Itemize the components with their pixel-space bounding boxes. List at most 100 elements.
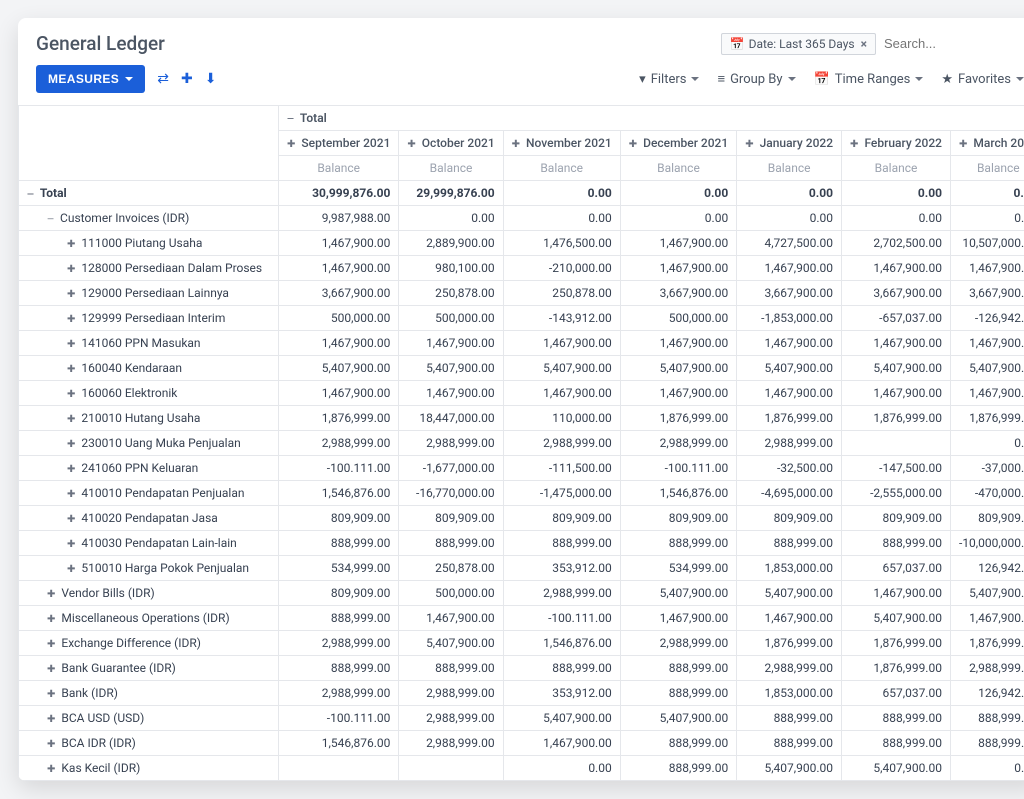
date-filter-chip[interactable]: 📅 Date: Last 365 Days × [721, 33, 876, 55]
account-row[interactable]: 141060 PPN Masukan [19, 331, 279, 356]
cell: 0.00 [503, 756, 620, 781]
cell: 3,667,900.00 [950, 281, 1024, 306]
cell: 1,467,900.00 [620, 331, 736, 356]
cell: 534,999.00 [279, 556, 399, 581]
timeranges-button[interactable]: 📅 Time Ranges [814, 72, 924, 87]
account-row[interactable]: 410020 Pendapatan Jasa [19, 506, 279, 531]
month-header[interactable]: October 2021 [399, 131, 503, 156]
row-total[interactable]: Total [19, 181, 279, 206]
cell: 809,909.00 [950, 506, 1024, 531]
balance-subheader: Balance [737, 156, 842, 181]
cell: 2,988,999.00 [399, 706, 503, 731]
account-row[interactable]: 230010 Uang Muka Penjualan [19, 431, 279, 456]
group-row[interactable]: Bank (IDR) [19, 681, 279, 706]
cell: 1,853,000.00 [737, 681, 842, 706]
account-row[interactable]: 129999 Persediaan Interim [19, 306, 279, 331]
account-row[interactable]: 160060 Elektronik [19, 381, 279, 406]
cell: 3,667,900.00 [279, 281, 399, 306]
chevron-down-icon [125, 77, 133, 81]
account-row[interactable]: 241060 PPN Keluaran [19, 456, 279, 481]
toolbar: MEASURES ⇄ ✚ ⬇ ▾ Filters ≡ Group By 📅 Ti… [18, 61, 1024, 105]
expand-icon[interactable]: ✚ [181, 71, 193, 87]
cell: 2,988,999.00 [399, 731, 503, 756]
list-icon: ≡ [717, 71, 725, 87]
account-row[interactable]: 129000 Persediaan Lainnya [19, 281, 279, 306]
cell: 1,467,900.00 [620, 606, 736, 631]
group-row[interactable]: Bank Guarantee (IDR) [19, 656, 279, 681]
swap-icon[interactable]: ⇄ [157, 71, 169, 87]
measures-button[interactable]: MEASURES [36, 65, 145, 93]
cell: 5,407,900.00 [399, 631, 503, 656]
measures-label: MEASURES [48, 72, 119, 86]
col-total-header[interactable]: Total [279, 106, 1024, 131]
groupby-button[interactable]: ≡ Group By [717, 71, 795, 87]
download-icon[interactable]: ⬇ [205, 71, 217, 87]
close-icon[interactable]: × [861, 37, 867, 51]
cell: 888,999.00 [399, 656, 503, 681]
month-header[interactable]: December 2021 [620, 131, 736, 156]
cell: 888,999.00 [620, 531, 736, 556]
account-row[interactable]: 510010 Harga Pokok Penjualan [19, 556, 279, 581]
cell: 809,909.00 [279, 506, 399, 531]
filters-button[interactable]: ▾ Filters [639, 72, 699, 87]
cell: 1,467,900.00 [950, 606, 1024, 631]
month-header[interactable]: January 2022 [737, 131, 842, 156]
group-row[interactable]: Exchange Difference (IDR) [19, 631, 279, 656]
cell: -126,942.00 [950, 306, 1024, 331]
calendar-icon: 📅 [730, 37, 745, 51]
cell: 888,999.00 [842, 731, 951, 756]
cell: 3,667,900.00 [842, 281, 951, 306]
group-row[interactable]: Miscellaneous Operations (IDR) [19, 606, 279, 631]
cell: 2,988,999.00 [279, 681, 399, 706]
cell: 657,037.00 [842, 681, 951, 706]
account-row[interactable]: 128000 Persediaan Dalam Proses [19, 256, 279, 281]
cell: 110,000.00 [503, 406, 620, 431]
month-header[interactable]: February 2022 [842, 131, 951, 156]
cell: 18,447,000.00 [399, 406, 503, 431]
group-row[interactable]: BCA USD (USD) [19, 706, 279, 731]
cell: -1,677,000.00 [399, 456, 503, 481]
cell: 5,407,900.00 [842, 756, 951, 781]
cell: 3,667,900.00 [737, 281, 842, 306]
cell: 1,546,876.00 [620, 481, 736, 506]
cell: -16,770,000.00 [399, 481, 503, 506]
cell: 5,407,900.00 [737, 756, 842, 781]
month-header[interactable]: November 2021 [503, 131, 620, 156]
cell: 0.00 [842, 181, 951, 206]
favorites-button[interactable]: ★ Favorites [941, 72, 1024, 87]
cell: 2,988,999.00 [503, 581, 620, 606]
cell: -1,475,000.00 [503, 481, 620, 506]
group-row[interactable]: Customer Invoices (IDR) [19, 206, 279, 231]
cell: 2,988,999.00 [737, 431, 842, 456]
account-row[interactable]: 210010 Hutang Usaha [19, 406, 279, 431]
cell: 1,467,900.00 [620, 381, 736, 406]
cell: 5,407,900.00 [503, 706, 620, 731]
group-row[interactable]: Kas Kecil (IDR) [19, 756, 279, 781]
cell: 888,999.00 [279, 531, 399, 556]
cell: 1,876,999.00 [737, 631, 842, 656]
account-row[interactable]: 111000 Piutang Usaha [19, 231, 279, 256]
month-header[interactable]: March 2022 [950, 131, 1024, 156]
group-row[interactable]: Vendor Bills (IDR) [19, 581, 279, 606]
cell: 2,988,999.00 [399, 681, 503, 706]
cell: 888,999.00 [950, 731, 1024, 756]
cell: 1,546,876.00 [279, 731, 399, 756]
account-row[interactable]: 160040 Kendaraan [19, 356, 279, 381]
cell: 809,909.00 [737, 506, 842, 531]
cell: 888,999.00 [620, 681, 736, 706]
cell: 1,467,900.00 [950, 256, 1024, 281]
group-row[interactable]: BCA IDR (IDR) [19, 731, 279, 756]
cell: 1,876,999.00 [950, 631, 1024, 656]
month-header[interactable]: September 2021 [279, 131, 399, 156]
account-row[interactable]: 410030 Pendapatan Lain-lain [19, 531, 279, 556]
cell: 1,467,900.00 [279, 331, 399, 356]
cell: 1,467,900.00 [399, 331, 503, 356]
cell: 657,037.00 [842, 556, 951, 581]
balance-subheader: Balance [399, 156, 503, 181]
pivot-table-wrapper: TotalSeptember 2021October 2021November … [18, 105, 1024, 781]
search-input[interactable] [884, 36, 1024, 51]
cell: -100.111.00 [620, 456, 736, 481]
cell: 353,912.00 [503, 556, 620, 581]
account-row[interactable]: 410010 Pendapatan Penjualan [19, 481, 279, 506]
cell: 1,467,900.00 [842, 581, 951, 606]
